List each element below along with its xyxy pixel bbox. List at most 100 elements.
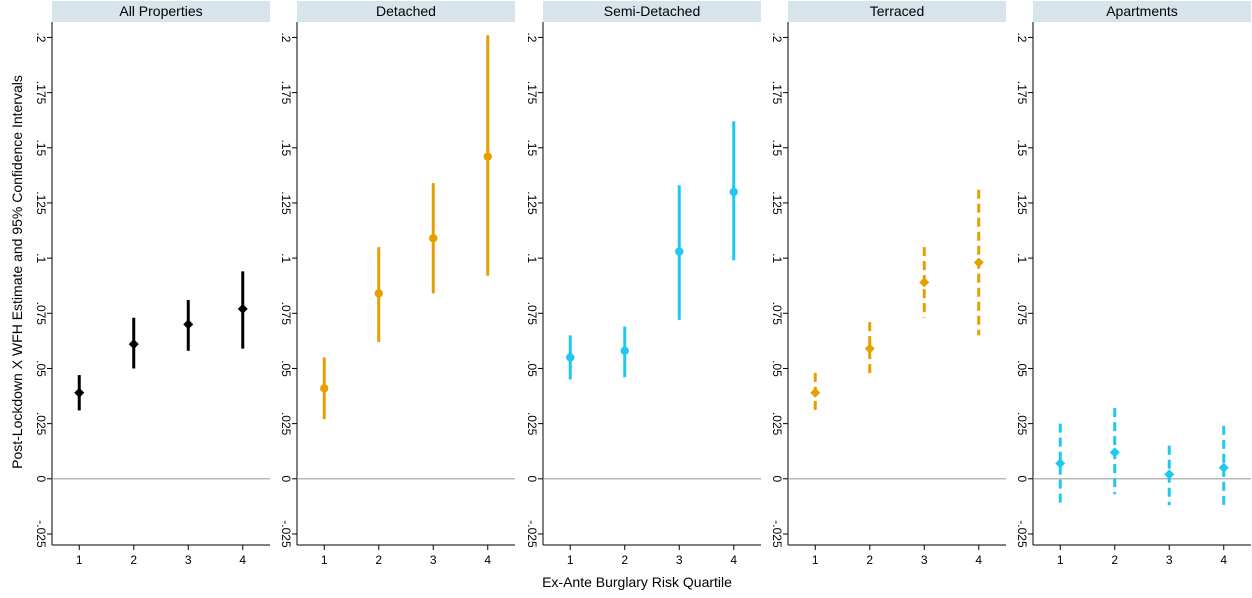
panel-semi-detached: Semi-Detached .2 .175 .15 .125 .1 .075 .05 .025 0…: [525, 1, 761, 567]
x-tick-label: 3: [921, 553, 928, 567]
y-tick-label: .2: [34, 32, 48, 42]
x-tick-label: 2: [1111, 553, 1118, 567]
y-tick-label: .075: [279, 302, 293, 326]
y-tick-label: .05: [1015, 360, 1029, 377]
point-estimate: [973, 257, 984, 268]
x-tick-label: 1: [1057, 553, 1064, 567]
panel-strip: [52, 1, 270, 22]
point-estimate: [675, 247, 684, 256]
y-tick-label: .175: [770, 81, 784, 105]
y-tick-label: 0: [770, 475, 784, 482]
point-estimate: [810, 387, 821, 398]
y-tick-label: -.025: [279, 520, 293, 548]
point-estimate: [566, 353, 575, 362]
y-tick-label: .2: [770, 32, 784, 42]
y-tick-label: .175: [525, 81, 539, 105]
y-tick-label: .025: [279, 412, 293, 436]
y-axis-title: Post-Lockdown X WFH Estimate and 95% Con…: [9, 75, 25, 469]
y-tick-label: 0: [279, 475, 293, 482]
panel-title: Detached: [376, 3, 436, 19]
x-tick-label: 4: [239, 553, 246, 567]
x-tick-label: 4: [975, 553, 982, 567]
x-tick-label: 2: [621, 553, 628, 567]
point-estimate: [429, 234, 438, 243]
point-estimate: [919, 277, 930, 288]
y-tick-label: .075: [34, 302, 48, 326]
y-tick-label: .2: [1015, 32, 1029, 42]
y-tick-label: .1: [525, 253, 539, 263]
x-tick-label: 1: [321, 553, 328, 567]
y-tick-label: .1: [770, 253, 784, 263]
y-tick-label: .125: [525, 191, 539, 215]
x-tick-label: 3: [1166, 553, 1173, 567]
y-tick-label: .15: [525, 139, 539, 156]
x-tick-label: 4: [1220, 553, 1227, 567]
panel-title: Apartments: [1106, 3, 1178, 19]
panels-group: All Properties .2 .175 .15 .125 .1 .075 .05 .025…: [34, 1, 1251, 567]
y-tick-label: .025: [525, 412, 539, 436]
y-tick-label: .05: [34, 360, 48, 377]
y-tick-label: .075: [1015, 302, 1029, 326]
y-tick-label: .1: [279, 253, 293, 263]
y-tick-label: 0: [525, 475, 539, 482]
y-tick-label: -.025: [34, 520, 48, 548]
y-tick-label: .025: [34, 412, 48, 436]
panel-strip: [1033, 1, 1251, 22]
x-axis-title: Ex-Ante Burglary Risk Quartile: [542, 574, 732, 590]
point-estimate: [237, 303, 248, 314]
panel-title: Terraced: [870, 3, 924, 19]
point-estimate: [74, 387, 85, 398]
x-tick-label: 3: [185, 553, 192, 567]
x-tick-label: 1: [812, 553, 819, 567]
x-tick-label: 4: [730, 553, 737, 567]
x-tick-label: 2: [866, 553, 873, 567]
y-tick-label: -.025: [1015, 520, 1029, 548]
y-tick-label: .175: [1015, 81, 1029, 105]
panel-strip: [788, 1, 1006, 22]
x-tick-label: 2: [375, 553, 382, 567]
point-estimate: [483, 152, 492, 161]
y-tick-label: .1: [1015, 253, 1029, 263]
point-estimate: [320, 384, 329, 393]
point-estimate: [1164, 469, 1175, 480]
y-tick-label: .05: [279, 360, 293, 377]
y-tick-label: .125: [279, 191, 293, 215]
y-tick-label: .075: [770, 302, 784, 326]
panel-terraced: Terraced .2 .175 .15 .125 .1 .075 .05 .025 0 -.025…: [770, 1, 1006, 567]
y-tick-label: .15: [1015, 139, 1029, 156]
panel-all-properties: All Properties .2 .175 .15 .125 .1 .075 .05 .025…: [34, 1, 270, 567]
y-tick-label: .125: [34, 191, 48, 215]
point-estimate: [128, 339, 139, 350]
panel-detached: Detached .2 .175 .15 .125 .1 .075 .05 .025 0 -.025…: [279, 1, 515, 567]
panel-strip: [297, 1, 515, 22]
panel-title: Semi-Detached: [604, 3, 701, 19]
y-tick-label: .175: [279, 81, 293, 105]
point-estimate: [374, 289, 383, 298]
panel-title: All Properties: [119, 3, 202, 19]
point-estimate: [1055, 458, 1066, 469]
y-tick-label: .025: [1015, 412, 1029, 436]
y-tick-label: .2: [279, 32, 293, 42]
y-tick-label: .175: [34, 81, 48, 105]
y-tick-label: .15: [34, 139, 48, 156]
point-estimate: [1218, 462, 1229, 473]
y-tick-label: -.025: [770, 520, 784, 548]
y-tick-label: 0: [34, 475, 48, 482]
panel-apartments: Apartments .2 .175 .15 .125 .1 .075 .05 .025 0 -.0…: [1015, 1, 1251, 567]
y-tick-label: -.025: [525, 520, 539, 548]
point-estimate: [864, 343, 875, 354]
y-tick-label: 0: [1015, 475, 1029, 482]
y-tick-label: .2: [525, 32, 539, 42]
panel-strip: [543, 1, 761, 22]
x-tick-label: 3: [430, 553, 437, 567]
y-tick-label: .15: [770, 139, 784, 156]
point-estimate: [183, 319, 194, 330]
x-tick-label: 1: [76, 553, 83, 567]
point-estimate: [1109, 447, 1120, 458]
y-tick-label: .05: [525, 360, 539, 377]
x-tick-label: 3: [676, 553, 683, 567]
x-tick-label: 2: [130, 553, 137, 567]
y-tick-label: .125: [1015, 191, 1029, 215]
x-tick-label: 4: [484, 553, 491, 567]
